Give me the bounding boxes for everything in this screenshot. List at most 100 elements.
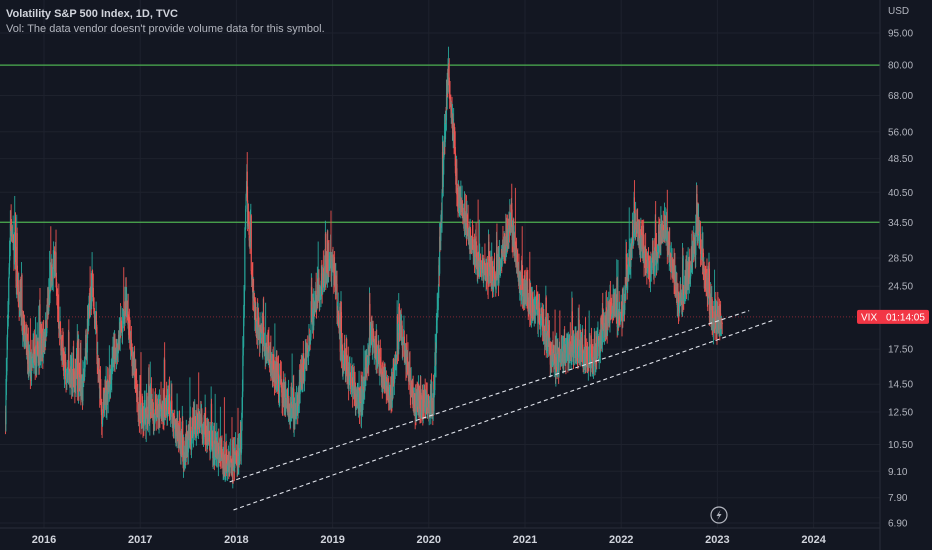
lightning-icon[interactable] (710, 506, 728, 524)
candle-body (359, 398, 361, 413)
candle-body (168, 393, 171, 408)
candle-body (21, 275, 23, 331)
candle-body (205, 407, 207, 438)
candle-body (196, 411, 198, 430)
candle-body (449, 96, 451, 102)
candle-body (23, 320, 25, 342)
candle-body (530, 293, 532, 313)
candle-body (306, 357, 308, 362)
time-tick-label: 2021 (513, 534, 537, 546)
candle-body (96, 320, 98, 328)
time-axis[interactable]: 2016 2017 2018 2019 2020 2021 2022 2023 2024 (32, 534, 827, 546)
price-tick-label: 9.10 (888, 467, 908, 478)
candle-body (589, 354, 591, 364)
price-tick-label: 80.00 (888, 61, 913, 72)
candle-body (559, 349, 561, 356)
candle-body (73, 358, 75, 376)
candle-body (310, 321, 312, 338)
candle-body (430, 394, 432, 415)
candle-body (96, 327, 98, 354)
candle-body (439, 236, 441, 274)
candle-body (86, 333, 88, 353)
candle-body (241, 410, 243, 431)
price-tick-label: 10.50 (888, 440, 913, 451)
candle-body (137, 397, 139, 402)
price-tick-label: 56.00 (888, 127, 913, 138)
candle-body (711, 299, 713, 330)
candle-body (187, 439, 189, 453)
candle-body (460, 198, 462, 205)
candle-body (311, 287, 313, 318)
candle-body (306, 348, 308, 358)
candle-body (144, 410, 146, 420)
candle-body (630, 252, 632, 267)
candle-body (625, 253, 628, 282)
candle-body (113, 351, 115, 367)
candle-body (546, 331, 549, 351)
candle-body (317, 281, 319, 298)
chart-legend: Volatility S&P 500 Index, 1D, TVC Vol: T… (6, 7, 325, 37)
candle-body (694, 240, 696, 254)
trendline[interactable] (229, 310, 750, 483)
candle-body (712, 325, 714, 332)
candle-body (15, 217, 17, 263)
candle-body (270, 353, 272, 371)
price-tick-label: 24.50 (888, 282, 913, 293)
candle-body (539, 314, 541, 325)
candle-body (245, 196, 247, 210)
candle-body (281, 387, 283, 393)
candle-body (700, 234, 702, 254)
candle-body (435, 348, 437, 365)
candle-body (158, 410, 160, 421)
candle-body (483, 263, 485, 280)
candle-body (249, 228, 252, 243)
candle-body (322, 277, 324, 295)
candle-body (496, 240, 498, 270)
candle-body (196, 411, 198, 414)
candle-body (315, 290, 317, 300)
candle-body (139, 384, 141, 411)
candle-body (279, 379, 281, 397)
candle-body (494, 269, 496, 276)
chart-title[interactable]: Volatility S&P 500 Index, 1D, TVC (6, 8, 178, 20)
price-tick-label: 48.50 (888, 154, 913, 165)
candle-body (166, 406, 169, 418)
candle-body (436, 308, 438, 321)
candle-body (82, 378, 84, 402)
candle-body (248, 222, 250, 241)
candle-body (369, 340, 371, 348)
candle-body (571, 311, 573, 347)
price-tick-label: 6.90 (888, 519, 908, 530)
candle-body (107, 390, 109, 403)
trendline[interactable] (233, 319, 776, 511)
candle-body (223, 454, 225, 468)
candle-body (190, 426, 192, 442)
candle-body (443, 157, 445, 175)
candle-body (229, 462, 231, 469)
candle-body (39, 304, 41, 362)
candle-body (292, 407, 294, 418)
candle-body (495, 279, 497, 290)
candle-body (69, 374, 71, 386)
candle-body (336, 284, 338, 313)
candle-body (100, 397, 102, 401)
candle-body (294, 416, 296, 421)
candle-body (111, 370, 113, 380)
candle-body (338, 313, 340, 328)
candle-body (565, 353, 567, 363)
candle-body (263, 317, 265, 335)
time-tick-label: 2017 (128, 534, 152, 546)
volume-note: Vol: The data vendor doesn't provide vol… (6, 23, 325, 35)
candle-body (330, 254, 332, 272)
candle-body (33, 348, 35, 363)
candle-body (149, 406, 151, 423)
candle-body (182, 420, 184, 455)
candle-body (5, 375, 7, 396)
candle-body (456, 168, 458, 196)
candle-body (250, 215, 252, 271)
candle-body (676, 282, 678, 302)
price-axis[interactable]: 95.00 80.00 68.00 56.00 48.50 40.50 34.50 28.50… (888, 29, 913, 530)
candle-body (569, 341, 571, 356)
candle-body (346, 338, 348, 372)
